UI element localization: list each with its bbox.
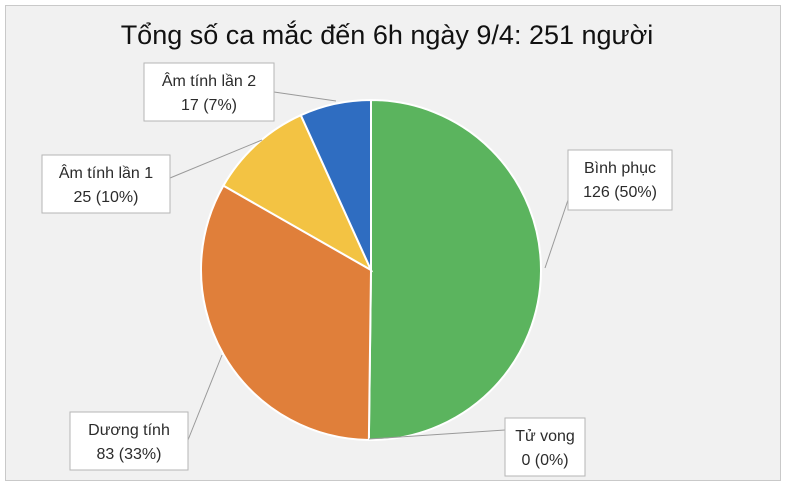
label-binh-phuc: Bình phục 126 (50%) [544, 149, 673, 269]
label-name: Bình phục [584, 160, 656, 177]
label-value: 83 (33%) [97, 446, 162, 463]
label-value: 25 (10%) [74, 189, 139, 206]
label-tu-vong: Tử vong 0 (0%) [368, 417, 586, 477]
slice-duong-tinh [200, 184, 373, 442]
label-box [41, 154, 171, 214]
label-am-tinh-lan-2: Âm tính lần 2 17 (7%) [143, 62, 337, 122]
pie-labels: Bình phục 126 (50%) Tử vong 0 (0%) Dương tín… [41, 62, 673, 477]
label-value: 17 (7%) [181, 97, 237, 114]
leader-line [368, 429, 506, 440]
slice-binh-phuc [367, 98, 542, 441]
chart-title: Tổng số ca mắc đến 6h ngày 9/4: 251 ngườ… [120, 20, 654, 50]
label-box [143, 62, 275, 122]
label-duong-tinh: Dương tính 83 (33%) [69, 354, 223, 471]
label-box [504, 417, 586, 477]
leader-line [169, 139, 263, 179]
label-name: Âm tính lần 2 [162, 71, 256, 90]
leader-line [187, 354, 223, 441]
leader-line [273, 91, 337, 102]
pie-slices [200, 98, 542, 442]
label-name: Dương tính [88, 422, 170, 439]
label-name: Âm tính lần 1 [59, 163, 153, 182]
slice-am-tinh-lan-2 [299, 98, 372, 271]
label-box [567, 149, 673, 211]
label-value: 0 (0%) [521, 452, 568, 469]
label-am-tinh-lan-1: Âm tính lần 1 25 (10%) [41, 139, 263, 214]
label-box [69, 411, 189, 471]
leader-line [544, 199, 569, 269]
label-name: Tử vong [515, 428, 575, 445]
slice-am-tinh-lan-1 [222, 113, 374, 273]
label-value: 126 (50%) [583, 184, 657, 201]
